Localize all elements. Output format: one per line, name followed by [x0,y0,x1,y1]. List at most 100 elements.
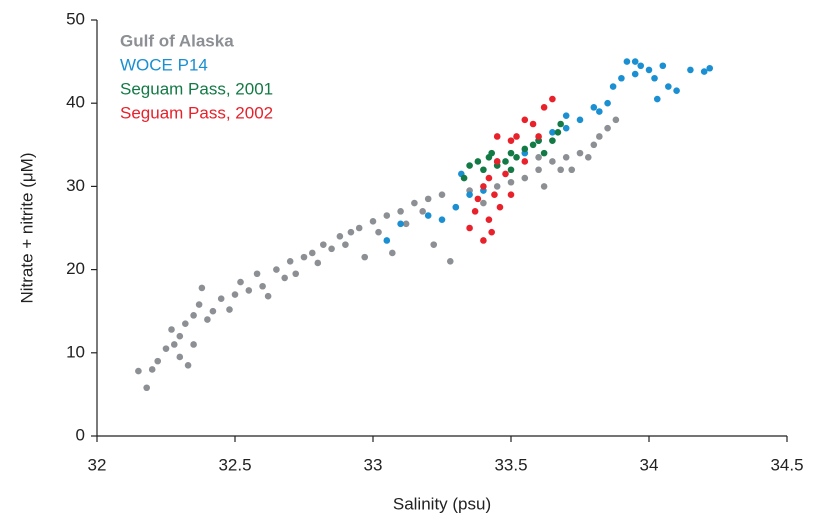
point [176,332,184,340]
point [190,341,197,348]
point [590,104,598,111]
point [162,345,170,352]
point [665,83,672,90]
point [237,278,244,286]
point [618,74,625,82]
point [383,237,391,244]
point [480,199,487,207]
point [502,158,509,165]
point [507,137,515,144]
legend-label: Seguam Pass, 2001 [120,79,273,98]
point [259,282,266,290]
x-tick-label: 34 [640,455,659,474]
point [355,224,363,232]
point [562,153,570,161]
point [135,367,142,375]
point [507,178,515,186]
x-tick-label: 32 [88,455,107,474]
point [190,312,197,319]
point [513,133,520,140]
point [488,149,495,157]
point [485,174,493,182]
point [480,237,487,244]
point [397,220,404,228]
y-tick-label: 10 [66,342,85,361]
point [507,149,515,157]
legend-label: Seguam Pass, 2002 [120,103,273,122]
point [375,228,382,236]
point [645,66,653,74]
point [424,195,432,203]
point [568,166,576,174]
x-axis-label: Salinity (psu) [393,494,491,513]
point [217,295,225,303]
x-tick-label: 34.5 [770,455,803,474]
point [424,212,432,219]
point [466,224,473,232]
point [154,357,162,365]
point [253,270,261,278]
point [584,153,592,161]
point [273,266,280,273]
point [612,116,620,124]
point [540,149,548,157]
point [209,307,217,315]
point [631,58,639,65]
point [471,208,479,215]
point [446,257,454,265]
point [397,208,404,215]
point [609,83,617,90]
point [651,74,658,82]
point [706,64,714,72]
point [480,183,487,190]
point [540,183,548,190]
point [204,316,211,323]
point [383,212,391,219]
point [300,253,308,261]
y-tick-label: 30 [66,176,85,195]
point [673,87,680,95]
x-tick-label: 33 [364,455,383,474]
point [535,166,542,174]
point [549,129,556,136]
x-tick-label: 33.5 [494,455,527,474]
point [336,233,344,240]
point [466,191,473,199]
point [549,95,556,103]
point [198,284,206,292]
point [281,274,288,282]
point [590,141,598,149]
y-tick-label: 20 [66,259,85,278]
point [507,166,515,174]
point [176,353,184,361]
point [557,166,564,174]
point [314,259,322,267]
point [231,291,239,298]
point [529,120,537,128]
point [342,241,349,248]
point [168,326,175,333]
point [143,384,150,392]
point [402,220,410,228]
point [480,166,487,174]
point [286,257,294,265]
y-axis-label: Nitrate + nitrite (μM) [17,152,36,303]
point [264,292,272,300]
point [521,145,529,153]
point [521,158,529,165]
point [513,153,520,161]
point [521,174,529,182]
point [485,216,493,223]
point [554,129,562,136]
point [491,191,498,199]
legend-label: Gulf of Alaska [120,31,234,50]
point [604,99,611,107]
point [369,218,377,225]
point [529,141,537,149]
point [596,133,603,140]
point [596,108,603,115]
point [637,62,645,70]
point [653,95,661,103]
point [687,66,694,74]
